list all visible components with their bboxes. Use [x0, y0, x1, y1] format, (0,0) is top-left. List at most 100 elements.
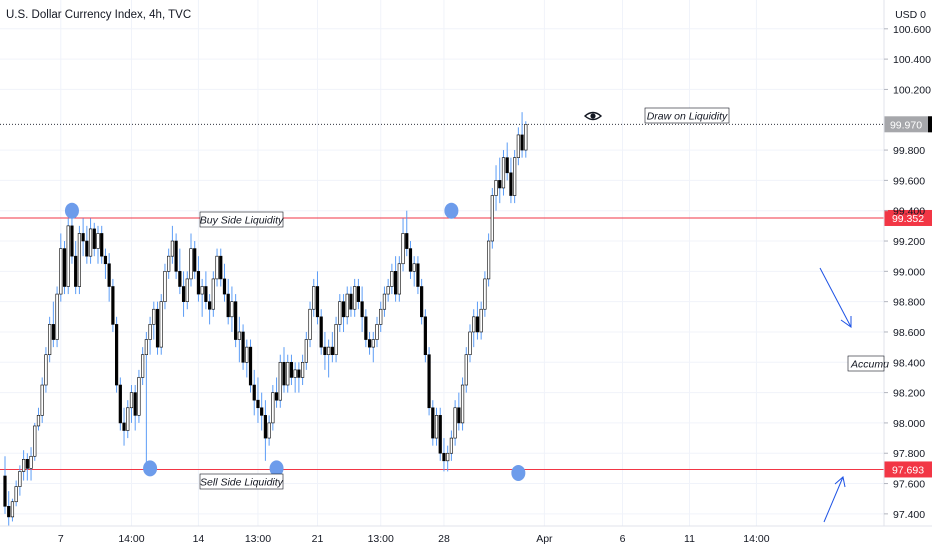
- candle-body: [122, 422, 126, 431]
- candle-body: [70, 225, 74, 257]
- candle-body: [92, 228, 96, 249]
- candle-body: [483, 278, 487, 310]
- candle-body: [516, 134, 520, 158]
- candle-body: [248, 346, 253, 386]
- candle-body: [3, 475, 7, 507]
- candle-body: [323, 346, 327, 356]
- candle-body: [375, 324, 379, 340]
- time-tick-label: 11: [684, 533, 695, 545]
- swing-point-marker[interactable]: [64, 202, 79, 219]
- candle-body: [423, 316, 427, 356]
- candle-body: [453, 407, 457, 439]
- candle-body: [181, 286, 186, 302]
- candle-body: [460, 384, 465, 424]
- liquidity-levels: 99.352 97.693 99.970: [0, 116, 932, 478]
- draw-on-liquidity-annotation[interactable]: Draw on Liquidity: [644, 107, 730, 124]
- candlestick-series: [3, 112, 528, 526]
- time-axis[interactable]: 7 14:00 14 13:00 21 13:00 28 Apr 6 11 14:00: [58, 533, 770, 545]
- candle-body: [494, 180, 498, 196]
- price-tick-label: 98.600: [893, 327, 925, 339]
- candle-body: [416, 263, 420, 287]
- candle-body: [170, 240, 175, 257]
- price-tick-label: 97.800: [893, 448, 925, 460]
- candle-body: [107, 263, 111, 287]
- candle-body: [412, 263, 416, 272]
- candle-body: [327, 346, 331, 356]
- candle-body: [472, 316, 476, 333]
- candle-body: [364, 316, 368, 340]
- sell-side-liquidity-label: Sell Side Liquidity: [200, 477, 284, 489]
- time-tick-label: 6: [620, 533, 626, 545]
- swing-point-marker[interactable]: [444, 202, 459, 219]
- candle-body: [196, 271, 201, 295]
- candle-body: [219, 255, 223, 280]
- candle-body: [118, 384, 122, 424]
- candle-body: [7, 505, 11, 518]
- candle-body: [420, 286, 424, 318]
- candle-body: [260, 407, 264, 416]
- accumulation-annotation[interactable]: Accumu: [847, 355, 889, 372]
- candle-body: [405, 233, 409, 249]
- candle-body: [353, 286, 357, 310]
- candle-body: [155, 308, 160, 348]
- swing-point-marker[interactable]: [269, 460, 284, 477]
- time-tick-label: 14: [193, 533, 205, 545]
- time-tick-label: 13:00: [368, 533, 394, 545]
- candle-body: [185, 278, 189, 302]
- candle-body: [520, 134, 524, 151]
- candle-body: [252, 384, 256, 401]
- candle-body: [81, 233, 85, 242]
- price-tick-label: 98.400: [893, 357, 925, 369]
- sell-side-liquidity-annotation[interactable]: Sell Side Liquidity: [199, 473, 284, 490]
- last-price-tag-marker: [928, 116, 932, 133]
- accumulation-label: Accumu: [850, 359, 889, 371]
- time-tick-label: 13:00: [245, 533, 271, 545]
- candle-body: [501, 157, 506, 189]
- arrow-down-icon[interactable]: [819, 267, 852, 328]
- price-tick-label: 100.600: [893, 24, 931, 36]
- candle-body: [312, 286, 316, 310]
- candle-body: [51, 324, 55, 340]
- candle-body: [390, 271, 394, 287]
- candle-body: [200, 286, 204, 295]
- liquidity-level-tag: [884, 209, 932, 226]
- candle-body: [77, 233, 81, 287]
- eye-icon[interactable]: [583, 111, 603, 121]
- candle-body: [14, 486, 18, 503]
- candle-body: [111, 286, 115, 325]
- candle-body: [256, 399, 260, 409]
- candle-body: [208, 301, 212, 310]
- buy-side-liquidity-annotation[interactable]: Buy Side Liquidity: [199, 211, 284, 228]
- candle-body: [245, 346, 249, 363]
- candle-body: [360, 301, 364, 318]
- price-tick-label: 100.200: [893, 84, 931, 96]
- candle-body: [237, 331, 241, 340]
- arrow-up-icon[interactable]: [823, 476, 846, 523]
- candle-body: [334, 324, 338, 356]
- candle-body: [449, 437, 454, 454]
- currency-label[interactable]: USD 0: [895, 9, 926, 21]
- swing-point-marker[interactable]: [143, 460, 158, 477]
- price-tick-label: 99.600: [893, 175, 925, 187]
- candle-body: [431, 407, 435, 439]
- candle-body: [152, 308, 156, 325]
- candle-body: [308, 308, 312, 340]
- price-tick-label: 97.600: [893, 479, 925, 491]
- candle-body: [66, 225, 70, 287]
- liquidity-level-value: 99.352: [892, 213, 924, 225]
- candle-body: [304, 339, 308, 363]
- candle-body: [215, 255, 219, 280]
- price-axis[interactable]: 100.600100.400100.20099.80099.60099.4009…: [884, 24, 931, 521]
- candle-body: [74, 255, 78, 287]
- candle-body: [230, 301, 234, 318]
- candle-body: [338, 301, 342, 325]
- candle-body: [144, 339, 148, 356]
- price-tick-label: 99.400: [893, 206, 925, 218]
- candle-body: [40, 384, 44, 416]
- candle-body: [367, 339, 372, 348]
- swing-point-marker[interactable]: [511, 464, 526, 481]
- candle-body: [174, 240, 178, 272]
- liquidity-level-tag: [884, 461, 932, 478]
- last-price-value: 99.970: [890, 119, 922, 131]
